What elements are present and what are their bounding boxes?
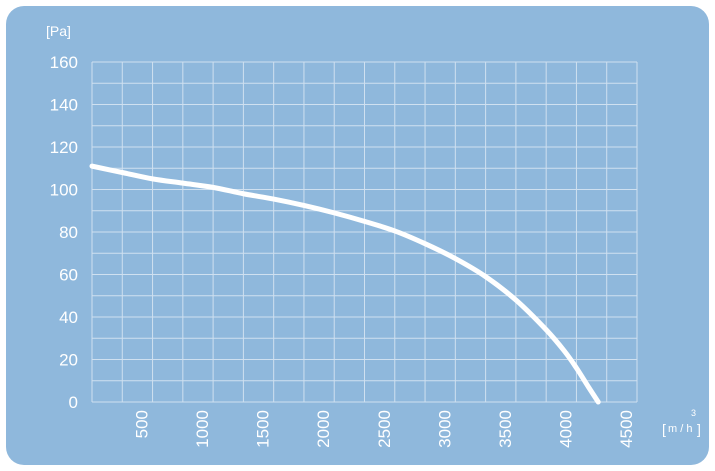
x-axis-unit-close-bracket: ] [697, 421, 701, 437]
x-tick-label: 500 [133, 410, 152, 438]
x-tick-labels: 500 1000 1500 2000 2500 3000 3500 4000 4500 [133, 410, 636, 448]
y-tick-label: 140 [50, 96, 78, 115]
x-tick-label: 3000 [435, 410, 454, 448]
y-tick-labels: 0 20 40 60 80 100 120 140 160 [50, 53, 78, 412]
x-axis-unit-label: 3 [ m / h ] [662, 408, 701, 437]
x-axis-unit-exponent: 3 [691, 408, 696, 418]
grid [91, 61, 638, 403]
x-tick-label: 1000 [193, 410, 212, 448]
y-tick-label: 60 [59, 266, 78, 285]
performance-curve [89, 163, 601, 405]
x-axis-unit-text: m / h [668, 423, 692, 435]
x-tick-label: 2000 [314, 410, 333, 448]
x-tick-label: 4500 [617, 410, 636, 448]
x-axis-unit-open-bracket: [ [662, 421, 666, 437]
y-tick-label: 100 [50, 181, 78, 200]
y-tick-label: 20 [59, 351, 78, 370]
y-axis-unit-label: [Pa] [46, 23, 71, 39]
y-tick-label: 80 [59, 223, 78, 242]
y-tick-label: 120 [50, 138, 78, 157]
x-tick-label: 4000 [556, 410, 575, 448]
x-tick-label: 2500 [375, 410, 394, 448]
y-tick-label: 160 [50, 53, 78, 72]
y-tick-label: 40 [59, 308, 78, 327]
x-tick-label: 3500 [496, 410, 515, 448]
x-tick-label: 1500 [254, 410, 273, 448]
y-tick-label: 0 [69, 393, 78, 412]
